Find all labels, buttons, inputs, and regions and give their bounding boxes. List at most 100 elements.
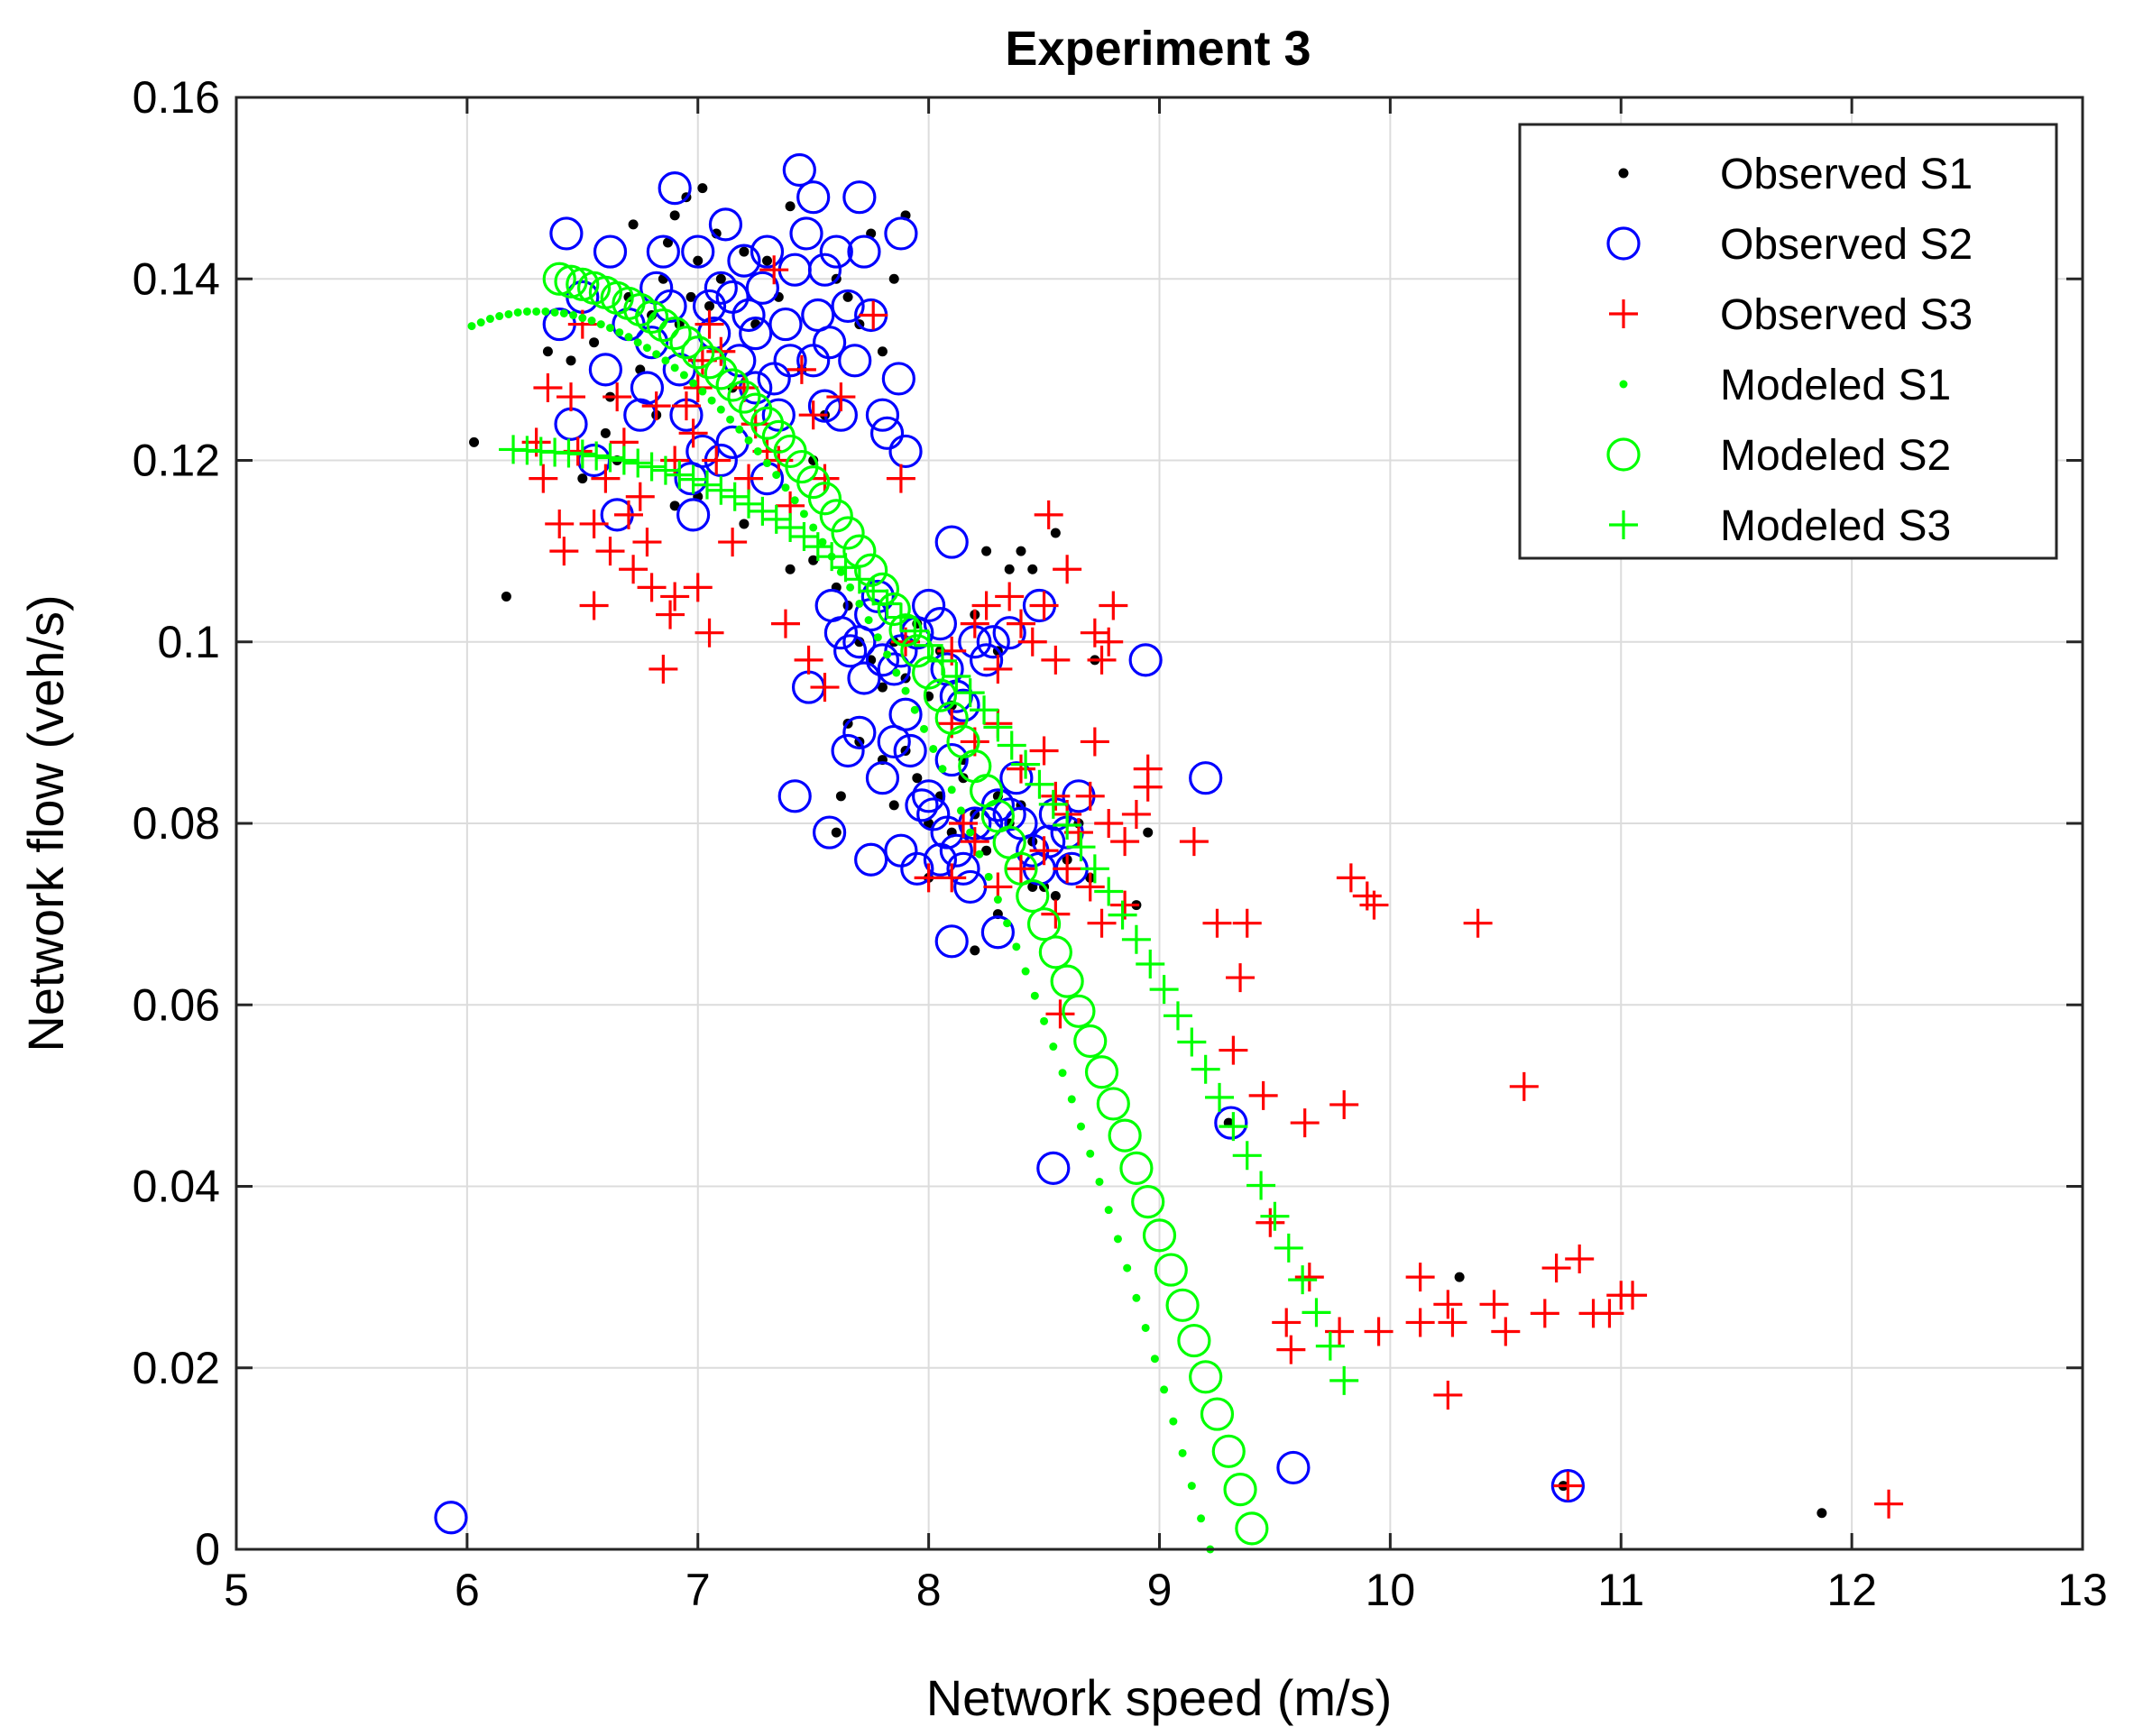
data-point [485, 315, 494, 324]
data-point [900, 851, 934, 886]
data-point [718, 528, 748, 557]
data-point [975, 850, 984, 859]
x-tick-label: 7 [685, 1565, 711, 1615]
data-point [819, 234, 853, 269]
data-point [1095, 1177, 1104, 1186]
data-point [559, 308, 568, 317]
data-point [777, 779, 812, 813]
data-point [884, 216, 918, 251]
legend: Observed S1 Observed S2 Observed S3 Modeled… [1518, 123, 2058, 560]
data-point [799, 510, 808, 519]
data-point [704, 271, 738, 305]
data-point [831, 827, 842, 838]
data-point [786, 354, 816, 384]
data-point [1041, 645, 1071, 675]
data-point [893, 733, 927, 768]
data-point [946, 851, 980, 886]
data-point [761, 398, 796, 432]
data-point [734, 464, 764, 493]
y-tick-label: 0 [195, 1524, 220, 1575]
data-point [739, 317, 773, 351]
data-point [646, 234, 680, 269]
data-point [859, 576, 888, 606]
data-point [912, 588, 946, 623]
data-point [1121, 799, 1151, 829]
data-point [1550, 1468, 1585, 1503]
data-point [658, 317, 692, 351]
data-point [1179, 827, 1209, 857]
data-point [685, 434, 720, 469]
data-point [807, 253, 842, 287]
series-observed-s2 [434, 152, 1585, 1535]
data-point [549, 216, 584, 251]
data-point [983, 712, 1013, 742]
data-point [865, 761, 900, 795]
data-point [1143, 827, 1154, 838]
data-point [762, 255, 773, 266]
data-point [842, 180, 877, 215]
data-point [1075, 781, 1105, 811]
legend-marker [1618, 168, 1629, 179]
data-point [831, 516, 865, 550]
data-point [595, 443, 625, 473]
data-point [467, 322, 476, 331]
data-point [1067, 1095, 1076, 1104]
data-point [681, 335, 715, 370]
data-point [773, 344, 807, 378]
legend-entry-label: Observed S2 [1720, 221, 1973, 269]
data-point [1026, 907, 1062, 941]
data-point [1817, 1508, 1827, 1519]
data-point [981, 845, 992, 856]
data-point [1123, 1263, 1132, 1272]
data-point [476, 318, 485, 327]
y-tick-label: 0.12 [133, 436, 220, 486]
data-point [1099, 591, 1128, 620]
data-point [1177, 1027, 1207, 1057]
data-point [960, 827, 989, 857]
y-tick-label: 0.06 [133, 979, 220, 1030]
data-point [1874, 1489, 1904, 1519]
data-point [1011, 749, 1041, 779]
data-point [1027, 564, 1038, 574]
data-point [1096, 1087, 1130, 1121]
data-point [692, 470, 722, 500]
data-point [984, 872, 993, 881]
data-point [734, 489, 764, 519]
data-point [798, 400, 828, 430]
data-point [847, 234, 881, 269]
data-point [942, 661, 971, 691]
data-point [831, 553, 860, 583]
data-point [1256, 1208, 1285, 1237]
data-point [637, 452, 667, 482]
data-point [602, 382, 632, 412]
data-point [541, 307, 550, 316]
data-point [836, 567, 845, 576]
data-point [1094, 627, 1124, 657]
data-point [753, 446, 762, 455]
data-point [1329, 1089, 1359, 1119]
legend-marker [1609, 510, 1638, 539]
data-point [934, 525, 969, 559]
data-point [693, 255, 704, 266]
data-point [642, 344, 651, 353]
data-point [970, 695, 999, 725]
data-point [1165, 1288, 1200, 1322]
x-tick-label: 6 [455, 1565, 480, 1615]
data-point [1315, 1331, 1345, 1361]
series-observed-s3 [521, 255, 1904, 1519]
data-point [826, 382, 856, 412]
data-point [980, 915, 1015, 950]
data-point [593, 234, 628, 269]
data-point [877, 346, 888, 357]
data-point [873, 633, 882, 642]
y-tick-label: 0.08 [133, 798, 220, 849]
data-point [1288, 1265, 1318, 1295]
data-point [1006, 609, 1035, 638]
data-point [956, 806, 965, 815]
data-point [1336, 863, 1366, 893]
data-point [929, 744, 938, 753]
data-point [1053, 555, 1082, 584]
data-point [550, 308, 559, 317]
data-point [1219, 1112, 1248, 1142]
data-point [1246, 1171, 1276, 1200]
